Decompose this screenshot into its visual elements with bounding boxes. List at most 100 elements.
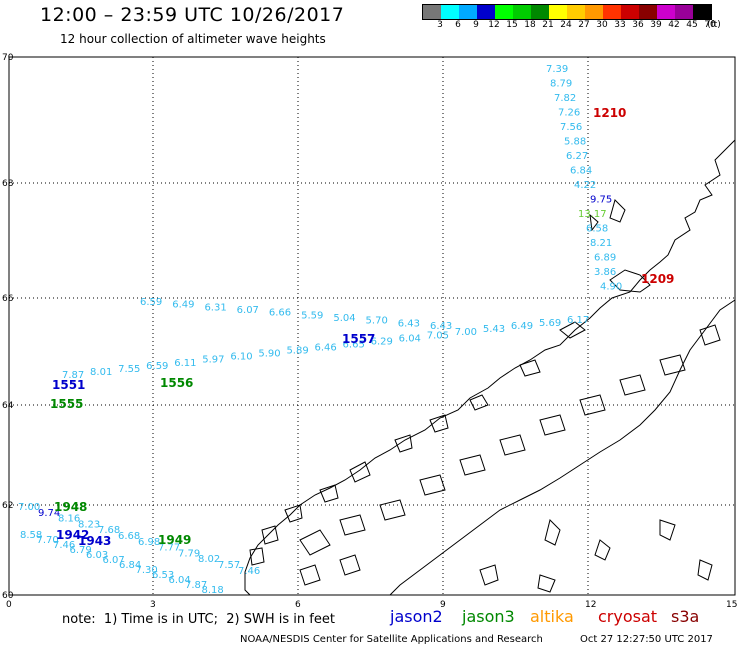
scale-label: 70	[704, 20, 716, 30]
wave-height-value: 8.18	[202, 585, 224, 596]
legend-s3a: s3a	[671, 607, 700, 626]
scale-swatch	[585, 5, 603, 19]
pass-label: 1551	[52, 378, 85, 392]
wave-height-value: 7.56	[560, 122, 582, 133]
scale-swatch	[567, 5, 585, 19]
wave-height-value: 7.68	[98, 525, 120, 536]
wave-height-value: 5.43	[483, 324, 505, 335]
wave-height-value: 6.07	[103, 555, 125, 566]
scale-label: 30	[596, 20, 608, 30]
wave-height-value: 6.17	[567, 315, 589, 326]
wave-height-value: 7.05	[427, 330, 449, 341]
scale-label: 42	[668, 20, 680, 30]
scale-label: 18	[524, 20, 536, 30]
wave-height-value: 8.58	[20, 530, 42, 541]
note-text: note: 1) Time is in UTC; 2) SWH is in fe…	[62, 612, 335, 627]
wave-height-value: 9.75	[590, 195, 612, 206]
scale-label: (ft)	[707, 20, 721, 30]
wave-height-value: 6.03	[86, 550, 108, 561]
legend-cryosat: cryosat	[598, 607, 658, 626]
scale-label: 33	[614, 20, 626, 30]
wave-height-value: 6.46	[315, 343, 337, 354]
pass-label: 1210	[593, 106, 626, 120]
wave-height-value: 7.57	[218, 560, 240, 571]
page-title: 12:00 – 23:59 UTC 10/26/2017	[40, 4, 345, 26]
scale-label: 24	[560, 20, 572, 30]
x-tick-label: 6	[295, 600, 301, 610]
wave-height-value: 9.74	[38, 508, 60, 519]
wave-height-value: 7.00	[455, 327, 477, 338]
scale-swatch	[495, 5, 513, 19]
scale-swatch	[657, 5, 675, 19]
scale-label: 9	[473, 20, 479, 30]
wave-height-value: 6.68	[118, 531, 140, 542]
wave-height-value: 5.89	[286, 346, 308, 357]
upper-track: 6.59 6.49 6.31 6.07 6.66 5.59 5.04 5.70 6.43 6.43	[140, 297, 452, 332]
y-tick-label: 66	[2, 294, 14, 304]
wave-height-value: 6.04	[399, 333, 421, 344]
mid-track: 7.87 8.01 7.55 6.59 6.11 5.97 6.10 5.90 5.89 6.46…	[62, 315, 589, 381]
scale-label: 36	[632, 20, 644, 30]
wave-height-value: 6.66	[269, 308, 291, 319]
wave-height-value: 6.98	[138, 537, 160, 548]
wave-height-value: 5.69	[539, 318, 561, 329]
wave-height-value: 6.07	[237, 305, 259, 316]
wave-height-value: 6.53	[152, 570, 174, 581]
legend-jason2: jason2	[390, 607, 443, 626]
wave-height-value: 5.97	[202, 355, 224, 366]
footer-timestamp: Oct 27 12:27:50 UTC 2017	[580, 634, 713, 645]
scale-label: 21	[542, 20, 554, 30]
wave-height-value: 8.23	[78, 519, 100, 530]
scale-swatch	[603, 5, 621, 19]
x-tick-label: 15	[726, 600, 737, 610]
scale-swatch	[639, 5, 657, 19]
south-track-a: 7.009.748.168.237.686.686.987.777.798.02…	[18, 502, 260, 577]
wave-height-value: 6.31	[204, 302, 226, 313]
wave-height-value: 6.89	[594, 253, 616, 264]
legend-altika: altika	[530, 607, 574, 626]
pass-label: 1942	[56, 528, 89, 542]
south-track-b: 8.587.707.466.796.036.076.847.306.536.04…	[20, 530, 224, 596]
wave-height-value: 3.86	[594, 267, 616, 278]
wave-height-value: 6.29	[371, 336, 393, 347]
scale-swatch	[621, 5, 639, 19]
x-tick-label: 3	[150, 600, 156, 610]
y-tick-label: 68	[2, 179, 14, 189]
pass-label: 1948	[54, 500, 87, 514]
wave-height-value: 8.02	[198, 554, 220, 565]
x-tick-label: 0	[6, 600, 12, 610]
north-track: 7.39 8.79 7.82 7.26 7.56 5.88 6.27 6.84 4.22 9.75…	[546, 64, 622, 293]
wave-height-value: 6.84	[119, 560, 141, 571]
scale-label: 3	[437, 20, 443, 30]
scale-swatch	[549, 5, 567, 19]
wave-height-value: 8.21	[590, 238, 612, 249]
wave-height-value: 7.77	[158, 543, 180, 554]
wave-height-value: 7.26	[558, 108, 580, 119]
wave-height-value: 7.82	[554, 93, 576, 104]
wave-height-value: 6.59	[140, 297, 162, 308]
scale-swatch	[423, 5, 441, 19]
page-subtitle: 12 hour collection of altimeter wave hei…	[60, 32, 326, 46]
y-tick-label: 62	[2, 501, 13, 511]
wave-height-value: 7.79	[178, 548, 200, 559]
wave-height-value: 7.39	[546, 64, 568, 75]
wave-height-value: 7.46	[238, 566, 260, 577]
wave-height-value: 6.49	[511, 321, 533, 332]
plot-frame	[8, 56, 736, 596]
wave-height-value: 6.43	[398, 318, 420, 329]
wave-height-value: 8.16	[58, 514, 80, 525]
wave-height-value: 4.22	[574, 180, 596, 191]
scale-swatch	[531, 5, 549, 19]
pass-label: 1943	[78, 534, 111, 548]
scale-label: 45	[686, 20, 698, 30]
wave-height-value: 6.49	[172, 300, 194, 311]
wave-height-value: 5.70	[366, 316, 388, 327]
x-tick-label: 9	[440, 600, 446, 610]
scale-label: 6	[455, 20, 461, 30]
wave-height-value: 7.00	[18, 502, 40, 513]
wave-height-value: 5.59	[301, 310, 323, 321]
wave-height-value: 6.84	[570, 166, 592, 177]
scale-label: 27	[578, 20, 590, 30]
y-tick-label: 70	[2, 53, 14, 63]
